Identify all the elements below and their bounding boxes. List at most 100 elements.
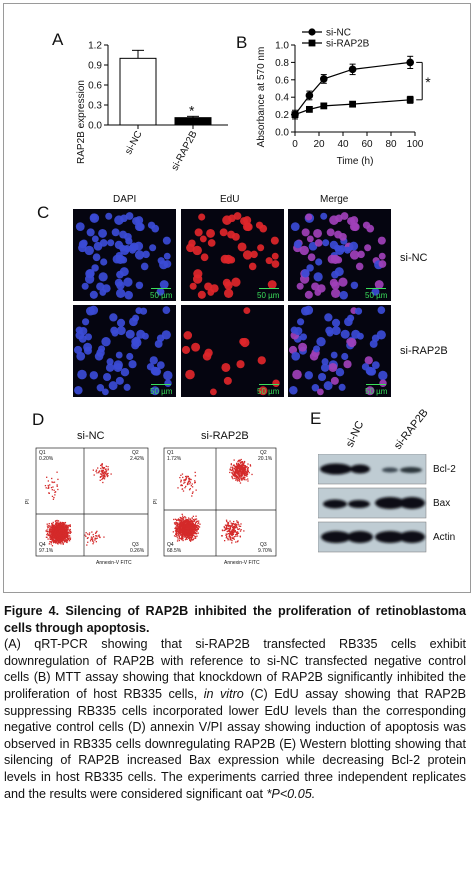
event-dot xyxy=(57,529,60,531)
event-dot xyxy=(187,533,190,535)
cell-nucleus xyxy=(289,385,298,395)
event-dot xyxy=(64,529,67,531)
event-dot xyxy=(52,534,55,536)
event-dot xyxy=(173,535,176,537)
event-dot xyxy=(181,522,183,524)
cell-nucleus xyxy=(115,376,124,385)
event-dot xyxy=(52,538,54,540)
event-dot xyxy=(232,533,234,535)
cell-nucleus xyxy=(364,356,373,365)
event-dot xyxy=(183,482,185,484)
event-dot xyxy=(52,531,54,533)
event-dot xyxy=(227,532,230,535)
y-tick-label: 0.6 xyxy=(88,81,102,92)
event-dot xyxy=(238,479,240,481)
event-dot xyxy=(63,539,66,542)
event-dot xyxy=(49,530,51,532)
event-dot xyxy=(233,527,235,529)
event-dot xyxy=(195,524,197,527)
event-dot xyxy=(185,527,187,529)
event-dot xyxy=(237,461,239,463)
event-dot xyxy=(179,527,181,529)
event-dot xyxy=(58,527,61,529)
event-dot xyxy=(186,525,188,527)
cell-nucleus xyxy=(156,287,165,296)
event-dot xyxy=(234,465,237,468)
event-dot xyxy=(177,523,179,525)
quadrant-q4: Q4 xyxy=(39,542,46,548)
event-dot xyxy=(51,523,53,525)
event-dot xyxy=(67,533,69,535)
event-dot xyxy=(52,525,54,527)
col-label-edu: EdU xyxy=(220,194,240,205)
event-dot xyxy=(48,524,50,527)
event-dot xyxy=(100,470,103,472)
quadrant-q4-value: 97.1% xyxy=(39,548,54,554)
event-dot xyxy=(51,531,53,533)
event-dot xyxy=(60,526,62,529)
cell-nucleus xyxy=(123,383,131,391)
event-dot xyxy=(180,479,182,481)
event-dot xyxy=(234,529,236,532)
event-dot xyxy=(85,532,87,534)
event-dot xyxy=(177,525,179,528)
cell-nucleus xyxy=(115,351,123,359)
panel-b-significance: * xyxy=(425,74,431,90)
event-dot xyxy=(193,524,195,526)
event-dot xyxy=(50,537,53,540)
data-point xyxy=(406,58,414,67)
y-tick-label: 0.0 xyxy=(275,128,289,139)
event-dot xyxy=(237,540,239,542)
cell-nucleus xyxy=(242,250,253,260)
y-tick-label: 0.0 xyxy=(88,121,102,132)
event-dot xyxy=(242,472,245,474)
event-dot xyxy=(63,535,66,537)
event-dot xyxy=(172,531,174,533)
event-dot xyxy=(238,480,241,482)
event-dot xyxy=(95,469,98,471)
event-dot xyxy=(67,537,69,539)
event-dot xyxy=(181,521,183,523)
event-dot xyxy=(93,474,95,476)
event-dot xyxy=(226,533,228,535)
event-dot xyxy=(229,468,231,470)
cell-nucleus xyxy=(126,352,134,361)
cell-nucleus xyxy=(293,240,302,249)
event-dot xyxy=(54,541,56,543)
event-dot xyxy=(56,524,59,526)
event-dot xyxy=(184,522,186,524)
event-dot xyxy=(234,530,236,533)
event-dot xyxy=(235,526,238,528)
event-dot xyxy=(184,479,186,481)
event-dot xyxy=(65,539,68,541)
event-dot xyxy=(238,525,241,527)
cell-nucleus xyxy=(331,326,341,336)
event-dot xyxy=(221,535,223,537)
event-dot xyxy=(68,538,70,541)
event-dot xyxy=(227,530,229,532)
cell-nucleus xyxy=(321,358,329,366)
cell-nucleus xyxy=(159,280,169,289)
cell-nucleus xyxy=(257,244,265,252)
event-dot xyxy=(189,524,191,527)
quadrant-q4-value: 68.5% xyxy=(167,548,182,554)
event-dot xyxy=(189,478,191,481)
event-dot xyxy=(176,534,178,537)
event-dot xyxy=(228,529,230,531)
event-dot xyxy=(57,522,59,524)
event-dot xyxy=(180,518,182,520)
scale-label: 50 µm xyxy=(150,387,173,396)
event-dot xyxy=(47,534,49,536)
event-dot xyxy=(237,521,239,524)
event-dot xyxy=(180,524,182,526)
y-tick-label: 0.6 xyxy=(275,75,289,86)
event-dot xyxy=(185,518,187,521)
cell-nucleus xyxy=(272,379,280,387)
event-dot xyxy=(240,474,242,476)
event-dot xyxy=(236,469,238,471)
quadrant-q1: Q1 xyxy=(39,450,46,456)
event-dot xyxy=(57,538,60,541)
event-dot xyxy=(60,541,62,543)
event-dot xyxy=(86,537,89,540)
event-dot xyxy=(232,531,234,534)
